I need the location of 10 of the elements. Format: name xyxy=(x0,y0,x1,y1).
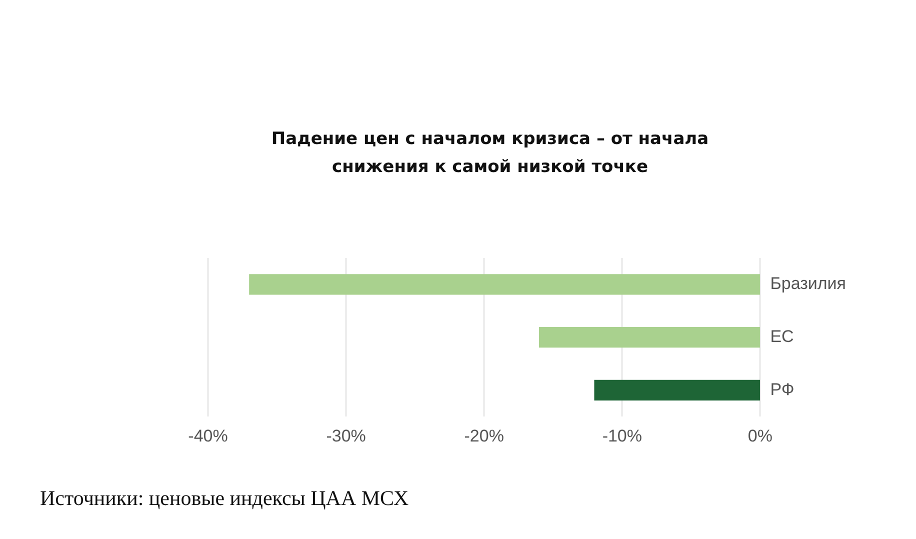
x-tick-label: -20% xyxy=(464,426,504,446)
y-tick-label: ЕС xyxy=(770,326,794,346)
x-tick-label: -10% xyxy=(602,426,642,446)
x-tick-label: -40% xyxy=(188,426,228,446)
y-tick-label: Бразилия xyxy=(770,274,846,294)
x-tick-label: 0% xyxy=(748,426,773,446)
y-tick-label: РФ xyxy=(770,380,794,399)
x-tick-label: -30% xyxy=(326,426,366,446)
chart-title: Падение цен с началом кризиса – от начала снижения к самой низкой точке xyxy=(270,128,710,179)
text: Источники: ценовые индексы ЦАА МСХ xyxy=(40,486,409,511)
